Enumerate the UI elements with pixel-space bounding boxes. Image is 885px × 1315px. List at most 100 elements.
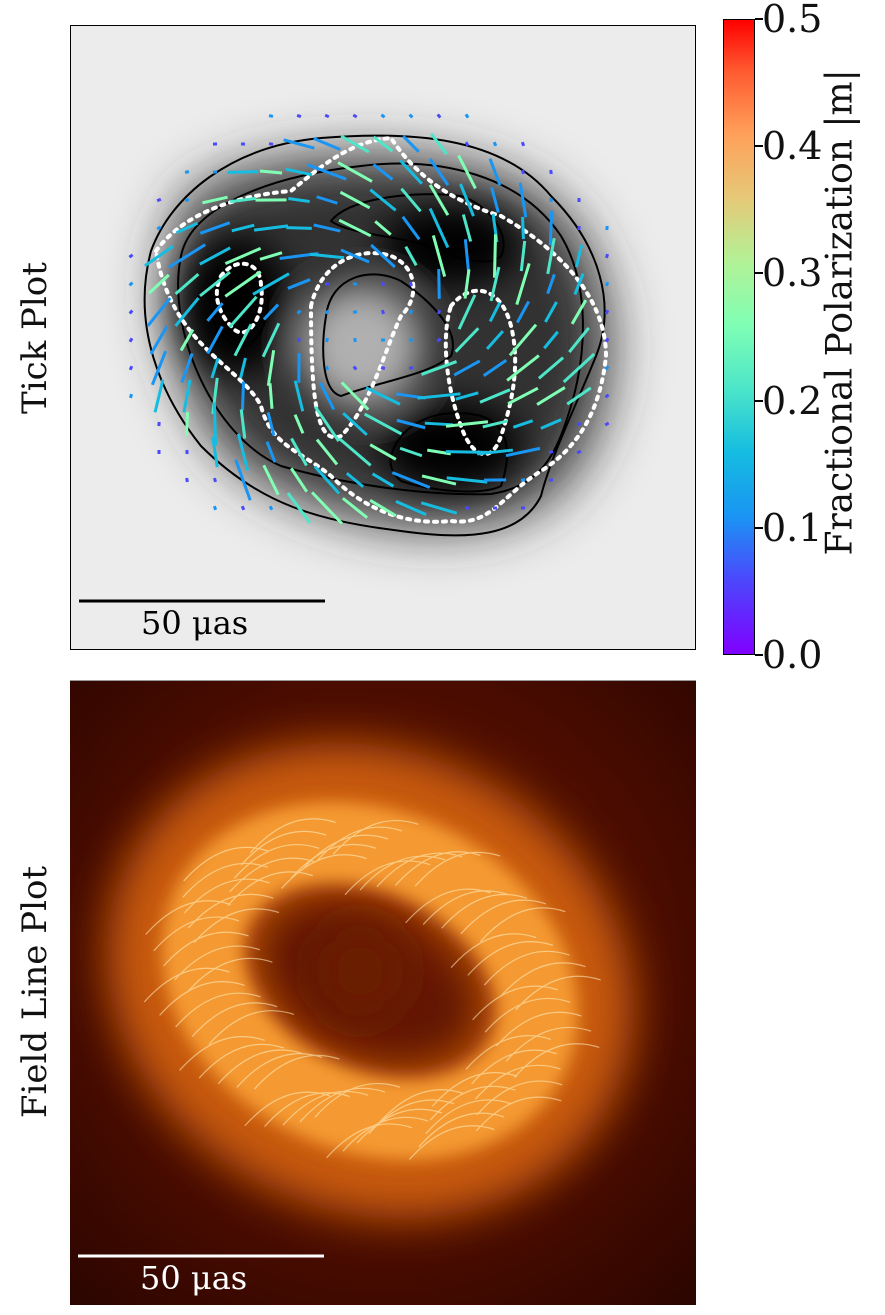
field-line [499, 962, 586, 998]
field-line [174, 945, 261, 981]
polarization-tick [446, 476, 488, 484]
field-line [359, 855, 446, 891]
polarization-tick [174, 273, 200, 295]
polarization-tick [268, 383, 274, 409]
polarization-tick [399, 159, 423, 185]
polarization-tick [391, 471, 431, 489]
polarization-tick [605, 253, 609, 259]
field-line [208, 1010, 295, 1045]
polarization-tick [507, 386, 539, 406]
polarization-tick [604, 421, 610, 427]
polarization-tick [313, 137, 341, 151]
polarization-tick [370, 243, 396, 269]
polarization-tick [268, 114, 274, 118]
polarization-tick [380, 281, 386, 287]
polarization-tick [199, 246, 231, 266]
colorbar-tick-label: 0.4 [762, 124, 823, 169]
polarization-tick [293, 414, 305, 434]
field-line [425, 1099, 511, 1135]
polarization-tick [286, 226, 312, 230]
polarization-tick [479, 388, 511, 404]
polarization-tick [184, 412, 190, 436]
polarization-tick [182, 379, 192, 413]
field-line [377, 1089, 464, 1124]
polarization-tick [548, 210, 554, 246]
polarization-tick [324, 309, 330, 315]
polarization-tick [211, 436, 219, 468]
colorbar-tick [755, 18, 763, 20]
field-line [467, 941, 554, 976]
field-line [495, 1011, 582, 1047]
polarization-tick [240, 505, 246, 511]
field-line [422, 890, 509, 925]
polarization-tick [202, 195, 228, 205]
polarization-tick [352, 113, 358, 119]
field-line [290, 843, 377, 879]
polarization-tick [380, 113, 386, 119]
polarization-tick [296, 113, 302, 119]
polarization-tick [489, 266, 501, 302]
polarization-tick [253, 224, 289, 232]
polarization-tick [285, 167, 313, 177]
polarization-tick [184, 170, 190, 174]
field-line [282, 1090, 369, 1126]
polarization-tick [369, 443, 397, 461]
colorbar [723, 19, 755, 655]
polarization-tick [562, 352, 596, 384]
polarization-tick [408, 113, 414, 119]
polarization-tick [506, 354, 540, 382]
field-line [186, 957, 273, 993]
tick-plot-panel: 50 μas [70, 25, 696, 650]
polarization-tick [604, 281, 610, 287]
polarization-tick [400, 187, 422, 213]
field-line [314, 1082, 401, 1118]
polarization-tick [324, 282, 330, 286]
polarization-tick [307, 163, 347, 181]
field-line [465, 1035, 552, 1070]
dotted-contour-4 [443, 288, 518, 457]
polarization-tick [409, 281, 413, 287]
polarization-tick [372, 135, 394, 153]
field-line [281, 854, 367, 889]
polarization-tick [540, 418, 562, 430]
polarization-tick [401, 215, 421, 241]
polarization-tick [212, 505, 218, 511]
polarization-tick [546, 273, 556, 295]
polarization-tick [519, 240, 527, 272]
field-line [198, 1043, 285, 1079]
polarization-tick [262, 303, 280, 321]
polarization-tick [167, 243, 207, 269]
polarization-tick [252, 272, 290, 296]
polarization-tick [325, 337, 329, 343]
polarization-tick [128, 281, 134, 287]
polarization-tick [296, 337, 302, 343]
polarization-tick [128, 253, 134, 259]
polarization-tick [454, 327, 480, 353]
polarization-tick [445, 420, 489, 428]
polarization-tick [228, 295, 258, 329]
contour-middle [177, 162, 584, 496]
polarization-tick [428, 207, 450, 249]
polarization-tick [464, 506, 470, 510]
polarization-tick [404, 245, 418, 267]
polarization-tick [146, 297, 172, 327]
polarization-tick [576, 449, 582, 455]
colorbar-tick-label: 0.5 [762, 0, 823, 41]
colorbar-tick [755, 526, 763, 529]
polarization-tick [436, 113, 442, 119]
polarization-tick [206, 325, 224, 355]
polarization-tick [314, 405, 340, 443]
field-line [475, 1096, 562, 1132]
polarization-tick [536, 386, 566, 406]
field-line [414, 851, 501, 887]
polarization-tick [144, 245, 174, 267]
polarization-tick [261, 322, 281, 358]
field-line [240, 830, 327, 866]
field-line [356, 1108, 443, 1144]
polarization-tick [512, 419, 534, 429]
field-line [250, 818, 336, 853]
polarization-tick [576, 421, 582, 427]
polarization-tick [175, 221, 199, 235]
polarization-tick [266, 350, 276, 386]
polarization-tick [224, 270, 262, 298]
